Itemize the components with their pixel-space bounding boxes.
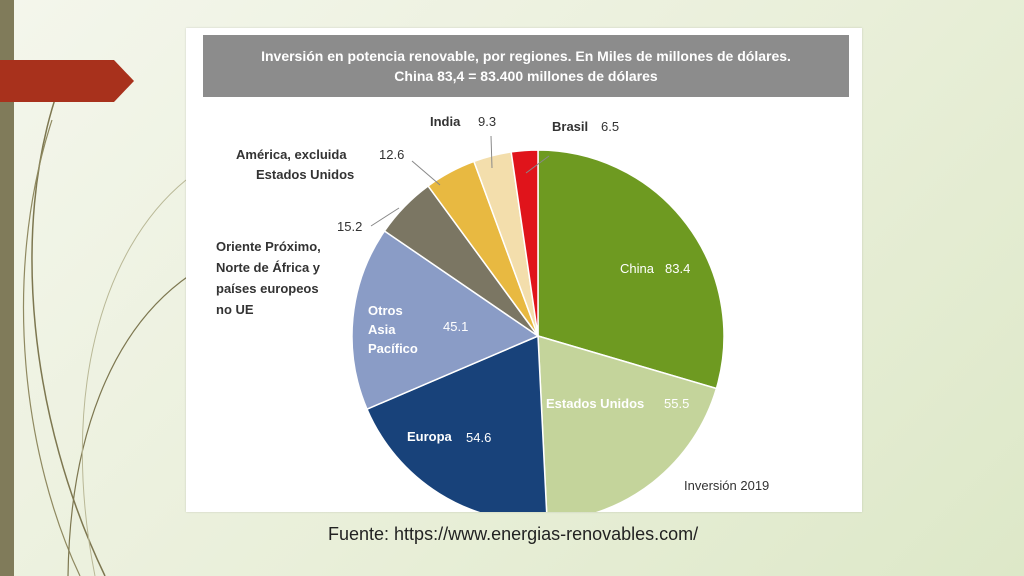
slice-value-otros-asia-pacifico: 45.1: [443, 319, 468, 334]
slice-label-europa: Europa: [407, 429, 453, 444]
slice-value-estados-unidos: 55.5: [664, 396, 689, 411]
slice-label-china: China: [620, 261, 655, 276]
pie-slice-brasil: [510, 149, 539, 337]
pie-slice-estados-unidos: [537, 334, 718, 512]
slice-label-oriente-line1: Oriente Próximo,: [216, 239, 321, 254]
chart-footnote: Inversión 2019: [684, 478, 769, 493]
slice-value-america: 12.6: [379, 147, 404, 162]
arrow-tab-icon: [0, 60, 134, 102]
slice-value-brasil: 6.5: [601, 119, 619, 134]
pie-slice-otros-asia-pacífico: [351, 229, 540, 411]
slice-label-oriente-proximo: Oriente Próximo, Norte de África y paíse…: [216, 239, 324, 317]
slice-label-india: India: [430, 114, 461, 129]
slice-label-oriente-line2: Norte de África y: [216, 260, 321, 275]
slice-value-india: 9.3: [478, 114, 496, 129]
decorative-swirls: [22, 89, 191, 576]
slice-label-america-line1: América, excluida: [236, 147, 347, 162]
slice-label-otros-line1: Otros: [368, 303, 403, 318]
slice-label-estados-unidos: Estados Unidos: [546, 396, 644, 411]
slice-value-europa: 54.6: [466, 430, 491, 445]
slice-label-america-line2: Estados Unidos: [256, 167, 354, 182]
slice-label-otros-line2: Asia: [368, 322, 396, 337]
pie-slice-china: [537, 149, 725, 390]
pie-slices: [351, 149, 725, 512]
slice-label-oriente-line3: países europeos: [216, 281, 319, 296]
slice-label-oriente-line4: no UE: [216, 302, 254, 317]
leader-lines: [370, 135, 550, 227]
chart-panel: Inversión en potencia renovable, por reg…: [186, 28, 862, 512]
slice-value-oriente-proximo: 15.2: [337, 219, 362, 234]
pie-slice-europa: [365, 334, 548, 512]
slice-label-brasil: Brasil: [552, 119, 588, 134]
slice-label-otros-line3: Pacífico: [368, 341, 418, 356]
chart-title: Inversión en potencia renovable, por reg…: [261, 48, 791, 64]
pie-chart: China 83.4 Estados Unidos 55.5 Europa 54…: [216, 114, 769, 512]
chart-subtitle: China 83,4 = 83.400 millones de dólares: [394, 68, 658, 84]
slice-value-china: 83.4: [665, 261, 690, 276]
left-accent-bar: [0, 0, 14, 576]
source-citation: Fuente: https://www.energias-renovables.…: [328, 524, 699, 544]
slice-label-otros-asia-pacifico: Otros Asia Pacífico: [368, 303, 418, 356]
chart-title-band: Inversión en potencia renovable, por reg…: [203, 35, 849, 97]
slice-label-america: América, excluida Estados Unidos: [236, 147, 354, 182]
